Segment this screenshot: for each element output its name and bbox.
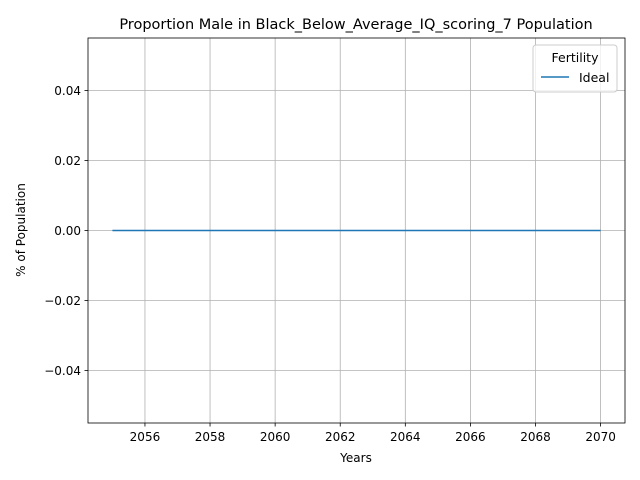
- x-tick-label: 2060: [260, 430, 291, 444]
- legend-title: Fertility: [552, 50, 600, 65]
- y-tick-label: 0.02: [54, 154, 81, 168]
- y-tick-label: 0.04: [54, 84, 81, 98]
- legend-label-ideal: Ideal: [579, 70, 609, 85]
- y-tick-label: 0.00: [54, 224, 81, 238]
- x-tick-label: 2070: [585, 430, 616, 444]
- legend-box: [532, 44, 618, 93]
- y-axis-ticks: −0.04 −0.02 0.00 0.02 0.04: [44, 84, 88, 378]
- legend: Fertility Ideal: [532, 44, 618, 93]
- x-tick-label: 2056: [130, 430, 161, 444]
- y-axis-label: % of Population: [14, 183, 28, 277]
- x-tick-label: 2062: [325, 430, 356, 444]
- x-tick-label: 2068: [520, 430, 551, 444]
- x-axis-ticks: 2056 2058 2060 2062 2064 2066 2068 2070: [130, 423, 616, 444]
- y-tick-label: −0.04: [44, 364, 81, 378]
- x-axis-label: Years: [339, 451, 372, 465]
- x-tick-label: 2058: [195, 430, 226, 444]
- chart-title: Proportion Male in Black_Below_Average_I…: [119, 17, 592, 33]
- y-tick-label: −0.02: [44, 294, 81, 308]
- x-tick-label: 2066: [455, 430, 486, 444]
- x-tick-label: 2064: [390, 430, 421, 444]
